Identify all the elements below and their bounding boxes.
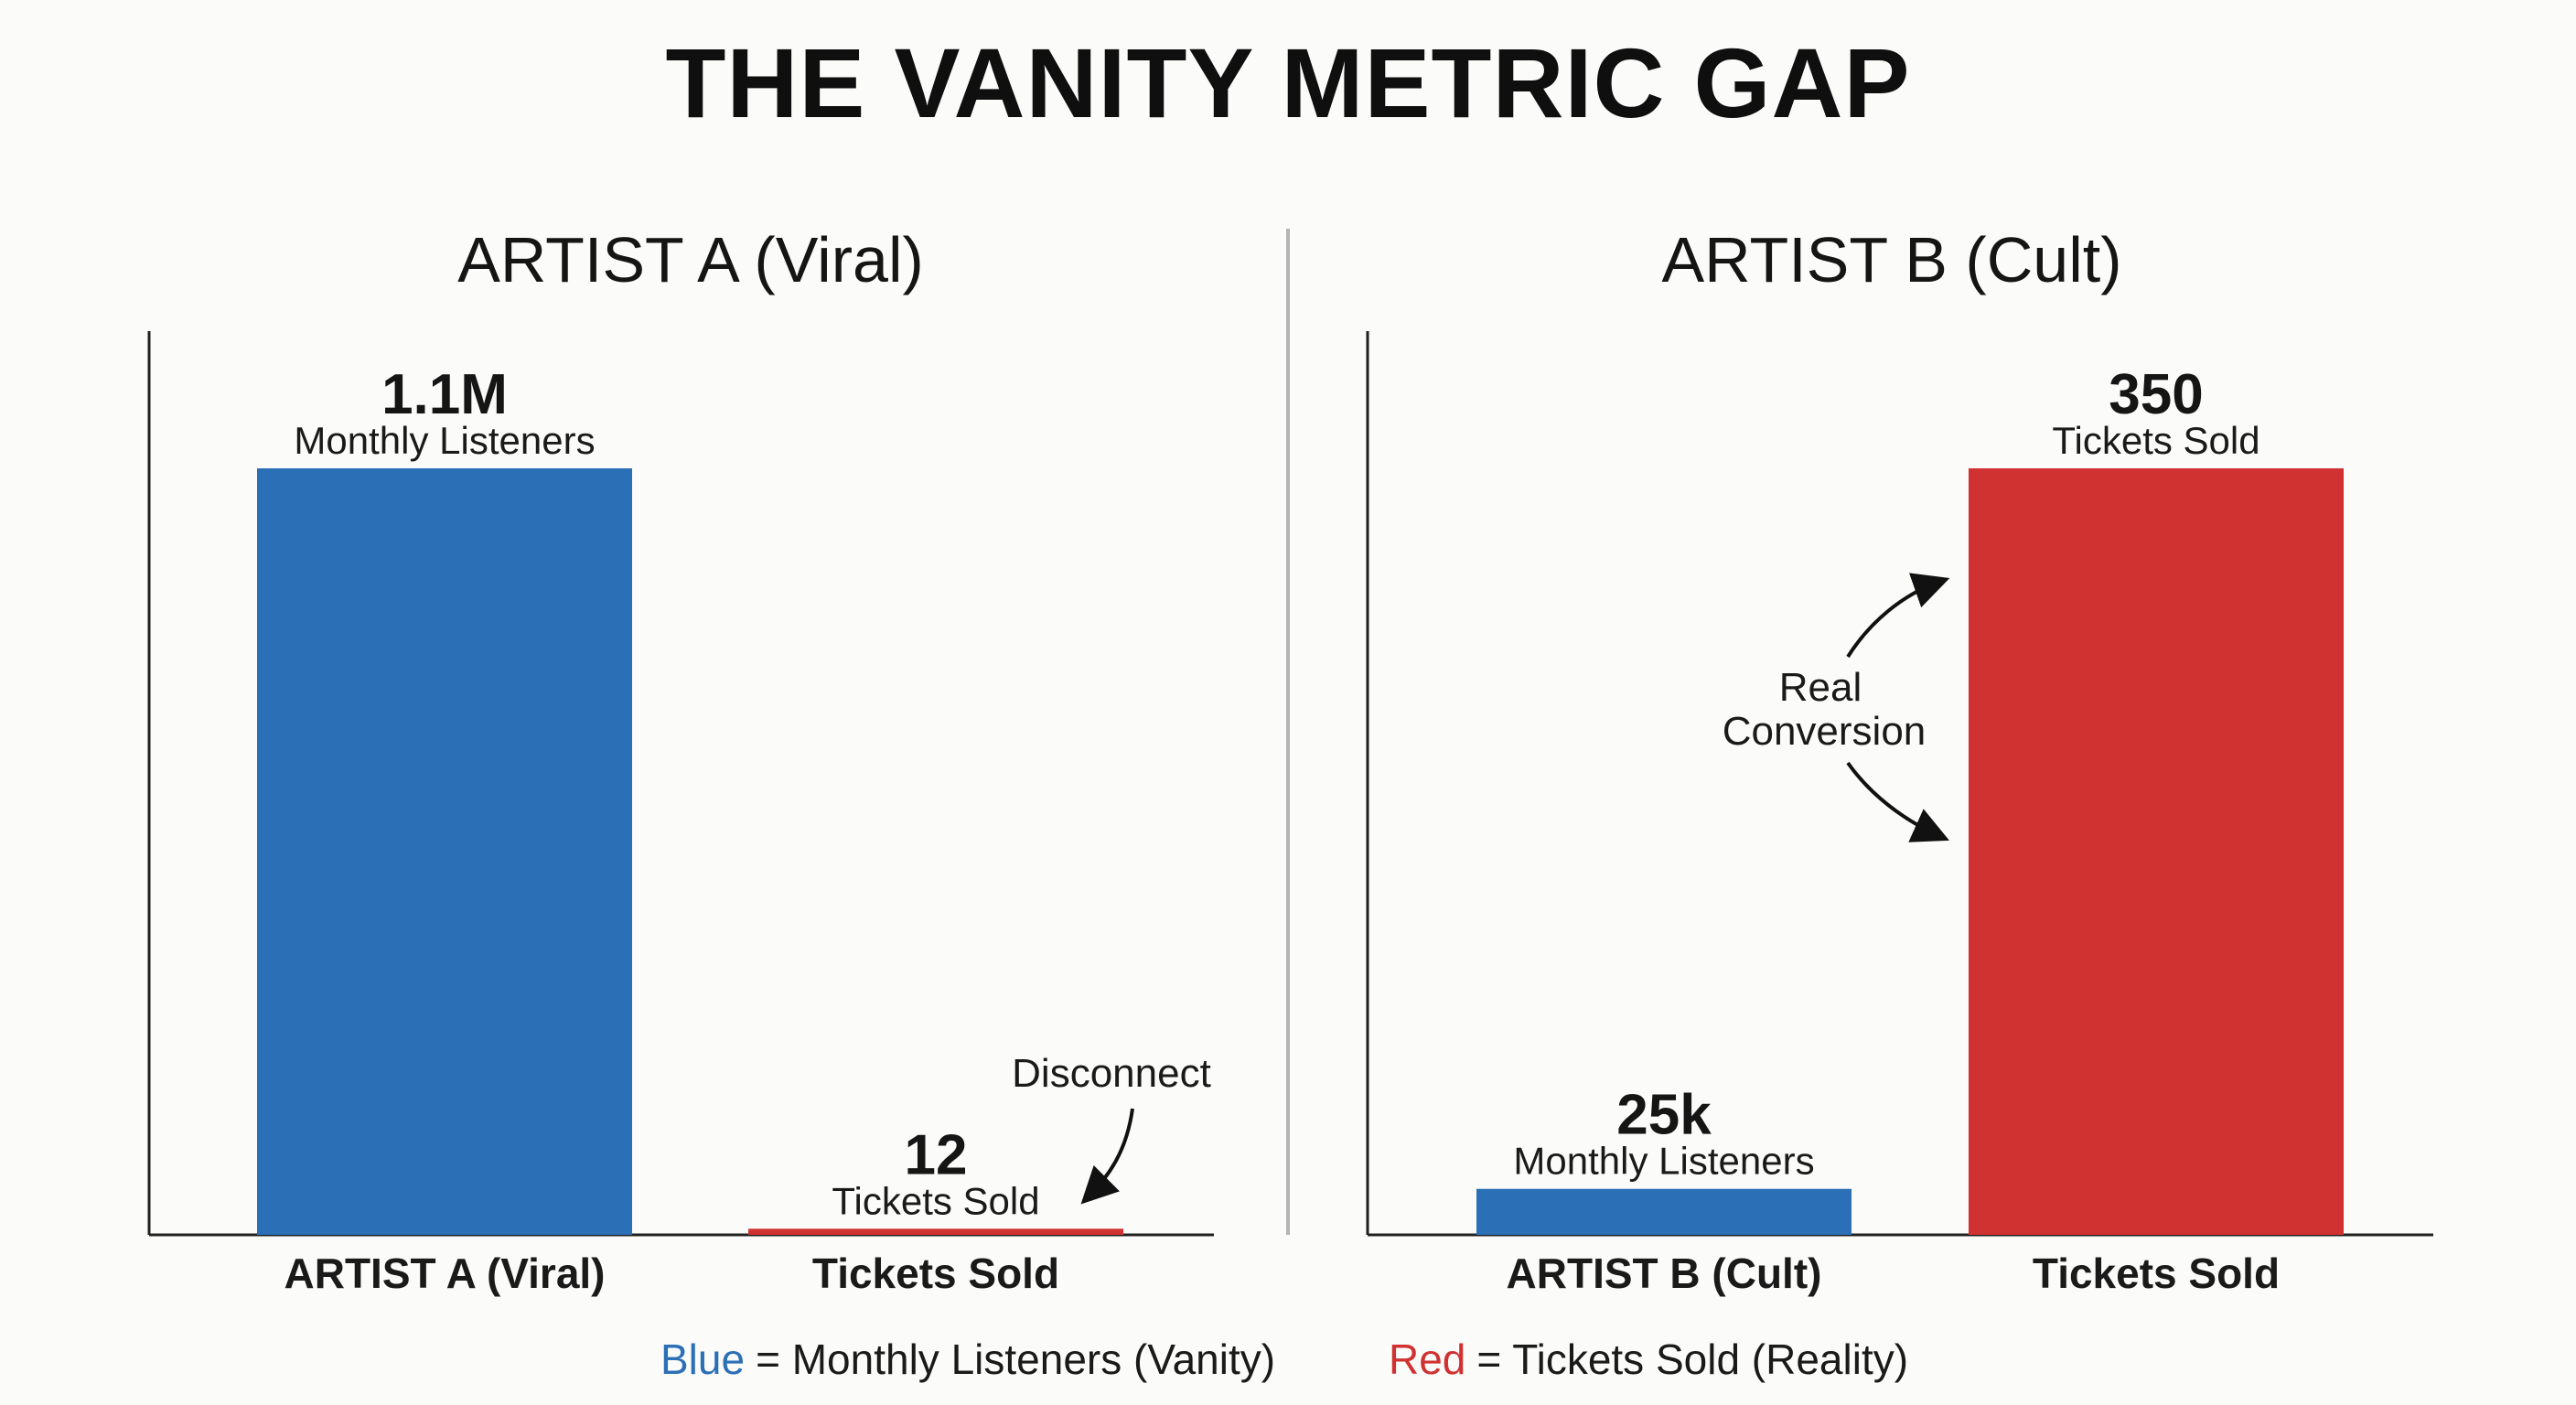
disconnect-arrow — [1080, 1108, 1134, 1205]
category-label-a-0: ARTIST A (Viral) — [284, 1249, 606, 1297]
category-label-b-1: Tickets Sold — [2033, 1249, 2280, 1297]
panel-b-title: ARTIST B (Cult) — [1661, 224, 2121, 295]
legend-key-red: Red — [1389, 1335, 1465, 1383]
disconnect-label: Disconnect — [1012, 1051, 1211, 1096]
bar-b-monthly-listeners — [1476, 1188, 1852, 1235]
legend-item-blue: Blue = Monthly Listeners (Vanity) — [660, 1335, 1275, 1383]
chart-title: THE VANITY METRIC GAP — [665, 27, 1910, 138]
bar-b-tickets-sold — [1969, 468, 2344, 1235]
legend-desc-blue: = Monthly Listeners (Vanity) — [756, 1335, 1275, 1383]
legend-item-red: Red = Tickets Sold (Reality) — [1389, 1335, 1908, 1383]
bar-a-monthly-listeners — [257, 468, 632, 1235]
legend: Blue = Monthly Listeners (Vanity) Red = Ti… — [660, 1335, 1908, 1383]
real-conversion-arrow-down — [1846, 761, 1949, 842]
real-conversion-label-line2: Conversion — [1723, 709, 1927, 754]
legend-key-blue: Blue — [660, 1335, 745, 1383]
real-conversion-label-line1: Real — [1779, 665, 1862, 710]
value-label-a-0: 1.1M — [381, 363, 508, 426]
value-label-a-1: 12 — [905, 1123, 968, 1186]
disconnect-annotation: Disconnect — [1012, 1051, 1211, 1205]
value-sublabel-a-0: Monthly Listeners — [294, 419, 595, 462]
real-conversion-arrow-up — [1846, 573, 1950, 659]
value-sublabel-b-1: Tickets Sold — [2052, 419, 2259, 462]
legend-desc-red: = Tickets Sold (Reality) — [1476, 1335, 1908, 1383]
value-sublabel-a-1: Tickets Sold — [832, 1179, 1039, 1222]
panel-a-title: ARTIST A (Viral) — [457, 224, 924, 295]
bar-a-tickets-sold — [748, 1228, 1123, 1235]
value-sublabel-b-0: Monthly Listeners — [1513, 1140, 1814, 1183]
category-label-b-0: ARTIST B (Cult) — [1507, 1249, 1822, 1297]
category-label-a-1: Tickets Sold — [812, 1249, 1059, 1297]
value-label-b-1: 350 — [2109, 363, 2203, 426]
value-label-b-0: 25k — [1616, 1084, 1712, 1147]
real-conversion-annotation: Real Conversion — [1723, 573, 1950, 842]
